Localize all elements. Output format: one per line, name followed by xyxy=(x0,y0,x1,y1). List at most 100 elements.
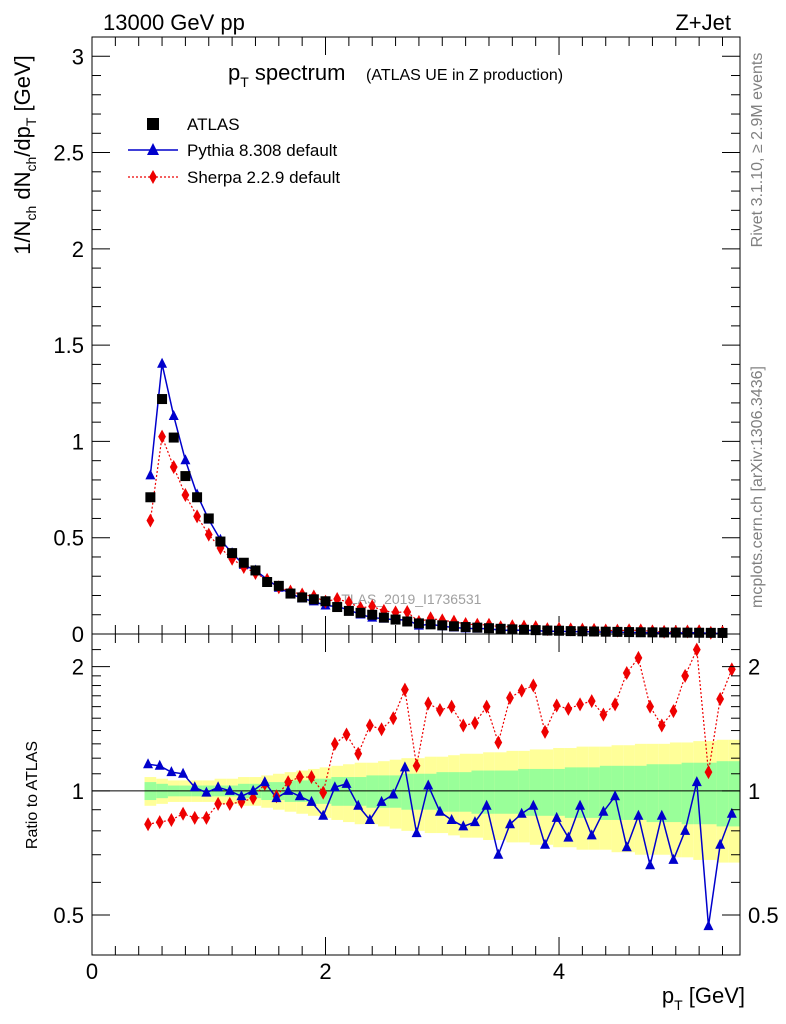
pythia-ratio-point xyxy=(516,807,527,818)
pythia-ratio-point xyxy=(633,809,644,820)
atlas-point xyxy=(425,619,436,630)
pythia-ratio-point xyxy=(621,841,632,852)
atlas-point xyxy=(647,627,658,638)
uncertainty-band-inner xyxy=(529,768,542,816)
atlas-point xyxy=(705,627,716,638)
pythia-ratio-point xyxy=(586,829,597,840)
y-tick-label: 1.5 xyxy=(53,333,84,358)
atlas-point xyxy=(250,565,261,576)
pythia-ratio-point xyxy=(575,799,586,810)
sherpa-point xyxy=(146,513,155,528)
uncertainty-band-inner xyxy=(634,765,647,820)
sherpa-point xyxy=(403,604,412,619)
atlas-point xyxy=(612,626,623,637)
sherpa-ratio-point xyxy=(377,722,386,737)
sherpa-point xyxy=(193,509,201,524)
pythia-ratio-point xyxy=(645,859,656,870)
atlas-point xyxy=(227,548,238,559)
pythia-ratio-point xyxy=(504,818,515,829)
uncertainty-band-inner xyxy=(704,762,717,825)
ratio-y-tick-label-right: 0.5 xyxy=(748,903,779,928)
atlas-point xyxy=(273,580,284,591)
uncertainty-band-inner xyxy=(448,772,460,812)
uncertainty-band-inner xyxy=(436,772,449,812)
sherpa-ratio-point xyxy=(330,736,339,751)
x-tick-label: 2 xyxy=(319,959,331,984)
sherpa-ratio-point xyxy=(342,727,351,742)
uncertainty-band-inner xyxy=(693,762,705,825)
sherpa-ratio-point xyxy=(155,815,164,830)
sherpa-ratio-point xyxy=(424,696,433,711)
atlas-point xyxy=(519,624,529,635)
atlas-point xyxy=(413,618,424,629)
atlas-point xyxy=(437,620,448,631)
ratio-y-tick-label: 1 xyxy=(72,779,84,804)
uncertainty-band-inner xyxy=(681,762,694,825)
sherpa-ratio-point xyxy=(622,666,631,681)
y-tick-label: 2.5 xyxy=(53,141,84,166)
sherpa-ratio-point xyxy=(576,697,584,712)
pythia-ratio-point xyxy=(213,781,224,792)
sherpa-ratio-point xyxy=(506,690,514,705)
sherpa-ratio-point xyxy=(611,697,619,712)
sherpa-ratio-point xyxy=(295,770,304,785)
pythia-ratio-point xyxy=(423,779,434,790)
pythia-ratio-point xyxy=(364,813,375,824)
pythia-ratio-point xyxy=(259,776,270,787)
atlas-point xyxy=(332,602,343,613)
atlas-point xyxy=(600,626,611,637)
pythia-ratio-point xyxy=(446,813,457,824)
sherpa-point xyxy=(391,605,400,620)
pythia-ratio-point xyxy=(668,853,679,864)
atlas-point xyxy=(554,625,565,636)
sherpa-ratio-point xyxy=(225,796,234,811)
uncertainty-band-inner xyxy=(343,777,355,806)
atlas-point xyxy=(483,623,494,634)
pythia-ratio-point xyxy=(726,807,737,818)
legend-atlas-label: ATLAS xyxy=(187,115,240,134)
pythia-ratio-point xyxy=(294,790,305,801)
atlas-point xyxy=(168,432,179,443)
pythia-point xyxy=(145,469,156,480)
atlas-point xyxy=(297,592,308,603)
sherpa-point xyxy=(158,429,166,444)
uncertainty-band-inner xyxy=(378,775,390,808)
sherpa-ratio-point xyxy=(436,703,444,718)
sherpa-ratio-point xyxy=(459,718,468,733)
pythia-ratio-point xyxy=(341,777,352,788)
atlas-point xyxy=(320,596,331,607)
atlas-point xyxy=(343,605,354,616)
pythia-ratio-point xyxy=(703,920,714,931)
uncertainty-band-inner xyxy=(389,775,402,808)
pythia-ratio-point xyxy=(656,809,667,820)
pythia-ratio-point xyxy=(178,767,189,778)
ratio-y-axis-label: Ratio to ATLAS xyxy=(24,741,41,849)
atlas-point xyxy=(717,627,728,638)
main-panel: 0 0.5 1 1.5 2 2.5 3 1/Nch dNch/dpT [GeV] pT spec… xyxy=(10,36,741,647)
atlas-point xyxy=(448,621,459,632)
uncertainty-band-inner xyxy=(646,764,659,823)
sherpa-ratio-point xyxy=(389,711,398,726)
legend: ATLAS Pythia 8.308 default Sherpa 2.2.9 de… xyxy=(128,115,340,187)
ratio-y-tick-label: 0.5 xyxy=(53,903,84,928)
sherpa-ratio-point xyxy=(692,642,701,657)
sherpa-ratio-point xyxy=(727,662,736,677)
sherpa-ratio-point xyxy=(669,704,678,719)
uncertainty-band-inner xyxy=(599,765,612,820)
atlas-point xyxy=(624,627,635,638)
atlas-point xyxy=(507,624,518,635)
pythia-point xyxy=(168,409,179,420)
atlas-point xyxy=(367,609,378,620)
atlas-point xyxy=(542,625,553,636)
legend-sherpa-label: Sherpa 2.2.9 default xyxy=(187,168,340,187)
legend-sherpa-marker xyxy=(149,170,157,184)
sherpa-ratio-point xyxy=(412,758,421,773)
y-tick-label: 0 xyxy=(72,622,84,647)
uncertainty-band-inner xyxy=(553,768,565,816)
sherpa-point xyxy=(181,488,190,503)
ratio-y-tick-label-right: 1 xyxy=(748,779,760,804)
sherpa-ratio-point xyxy=(214,796,222,811)
sherpa-ratio-point xyxy=(354,746,363,761)
pythia-ratio-point xyxy=(411,827,422,838)
sherpa-ratio-point xyxy=(167,812,176,827)
